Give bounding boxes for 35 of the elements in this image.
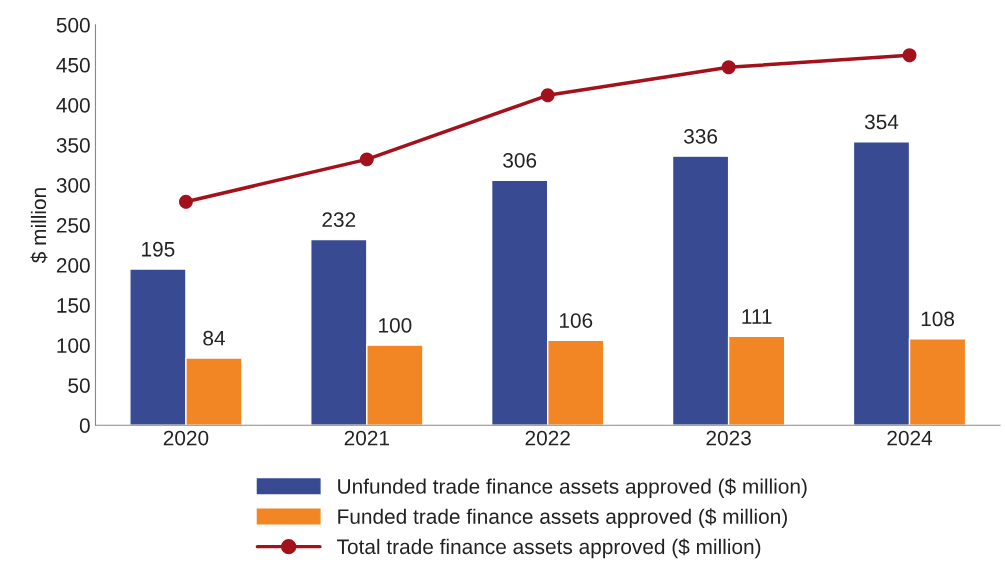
x-tick-label: 2021	[344, 430, 389, 446]
point	[721, 60, 736, 75]
x-tick-label: 2022	[525, 430, 570, 446]
y-tick-label: 400	[56, 97, 90, 113]
x-tick-label: 2020	[163, 430, 209, 446]
legend-label: Unfunded trade finance assets approved ($ million)	[338, 478, 807, 498]
y-tick-label: 50	[68, 378, 90, 393]
y-tick-label: 200	[56, 258, 90, 273]
data-label: 100	[379, 317, 412, 333]
data-label: 106	[559, 313, 593, 328]
legend-label: Funded trade finance assets approved ($ million)	[338, 508, 787, 529]
y-axis-title: $ million	[30, 188, 48, 264]
point	[902, 48, 917, 63]
data-label: 195	[142, 241, 175, 257]
y-tick-label: 0	[79, 418, 90, 433]
y-tick-label: 100	[57, 338, 90, 353]
x-tick-label: 2023	[706, 430, 751, 446]
y-tick-label: 150	[57, 298, 90, 313]
y-tick-label: 350	[56, 137, 90, 153]
point	[540, 88, 555, 103]
data-label: 336	[684, 128, 718, 144]
x-tick-label: 2024	[887, 430, 933, 446]
data-label: 108	[921, 311, 955, 327]
point	[359, 152, 374, 167]
legend-label: Total trade finance assets approved ($ million)	[337, 538, 761, 559]
data-label: 354	[864, 114, 899, 130]
point	[178, 194, 193, 209]
data-label: 306	[503, 152, 537, 168]
y-tick-label: 250	[56, 218, 90, 233]
y-tick-label: 500	[56, 17, 90, 33]
data-label: 232	[322, 212, 356, 227]
data-label: 84	[203, 330, 225, 346]
y-tick-label: 300	[56, 177, 90, 193]
y-tick-label: 450	[56, 57, 90, 73]
data-label: 111	[742, 309, 772, 324]
